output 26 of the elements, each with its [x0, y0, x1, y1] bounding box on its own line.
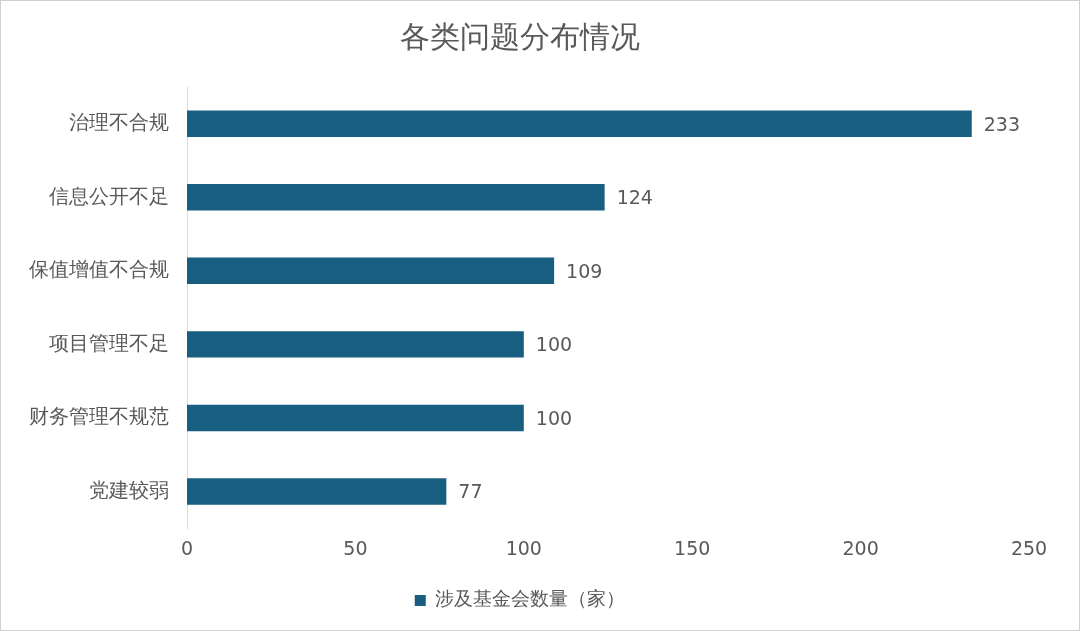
- y-tick-label: 治理不合规: [69, 109, 169, 134]
- y-tick-label: 项目管理不足: [49, 330, 169, 355]
- bar: [187, 257, 555, 285]
- x-tick-label: 150: [674, 536, 711, 559]
- bar: [187, 331, 524, 358]
- data-label: 100: [535, 333, 573, 356]
- bar: [187, 404, 524, 432]
- legend-label: 涉及基金会数量（家）: [435, 587, 626, 610]
- chart-title: 各类问题分布情况: [400, 18, 640, 54]
- x-tick-label: 100: [505, 536, 542, 559]
- data-label: 233: [983, 112, 1021, 135]
- bar: [187, 184, 605, 211]
- bar: [187, 478, 447, 505]
- x-tick-label: 0: [180, 536, 194, 559]
- x-tick-label: 50: [343, 536, 368, 559]
- y-tick-label: 保值增值不合规: [29, 257, 169, 282]
- x-tick-label: 200: [842, 536, 879, 559]
- data-label: 124: [616, 186, 653, 209]
- data-label: 77: [458, 480, 483, 503]
- data-label: 100: [535, 406, 573, 429]
- y-tick-label: 信息公开不足: [49, 183, 169, 208]
- data-label: 109: [566, 259, 603, 282]
- y-tick-label: 党建较弱: [89, 477, 169, 502]
- bar: [187, 110, 972, 137]
- y-tick-label: 财务管理不规范: [29, 404, 169, 429]
- x-tick-label: 250: [1010, 536, 1048, 559]
